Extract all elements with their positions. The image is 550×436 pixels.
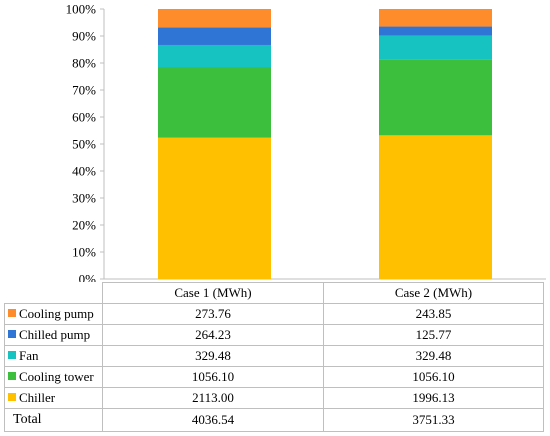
y-tick-label: 100% (66, 2, 97, 17)
column-header-case-1: Case 1 (MWh) (102, 282, 324, 304)
legend-entry-cooling-tower: Cooling tower (4, 366, 103, 388)
table-cell-chiller-case-1: 2113.00 (102, 387, 324, 409)
bar-segment-cooling-pump-case-2 (379, 9, 492, 27)
legend-label: Chiller (19, 390, 56, 405)
table-cell-cooling-pump-case-1: 273.76 (102, 303, 324, 325)
legend-key (8, 372, 16, 380)
legend-key (8, 330, 16, 338)
total-cell-case-1: 4036.54 (102, 408, 324, 432)
y-tick-label: 30% (72, 191, 96, 206)
column-header-case-2: Case 2 (MWh) (323, 282, 544, 304)
bar-segment-fan-case-1 (158, 44, 271, 68)
legend-key (8, 351, 16, 359)
table-cell-chiller-case-2: 1996.13 (323, 387, 544, 409)
stacked-bar-chart: 0% 10% 20% 30% 40% 50% 60% 70% 80% 90% 100% (66, 2, 546, 283)
bar-segment-chilled-pump-case-2 (379, 26, 492, 36)
legend-key (8, 393, 16, 401)
y-tick-label: 40% (72, 164, 96, 179)
bar-segment-cooling-pump-case-1 (158, 9, 271, 28)
y-tick-label: 90% (72, 29, 96, 44)
legend-entry-chilled-pump: Chilled pump (4, 324, 103, 346)
bar-segment-fan-case-2 (379, 35, 492, 60)
y-tick-label: 80% (72, 56, 96, 71)
legend-key (8, 309, 16, 317)
y-tick-label: 10% (72, 245, 96, 260)
bar-segment-chilled-pump-case-1 (158, 27, 271, 45)
bar-segment-chiller-case-2 (379, 135, 492, 279)
table-cell-chilled-pump-case-1: 264.23 (102, 324, 324, 346)
legend-entry-fan: Fan (4, 345, 103, 367)
table-corner (4, 282, 103, 304)
y-axis: 0% 10% 20% 30% 40% 50% 60% 70% 80% 90% 100% (66, 2, 546, 283)
table-row-chiller: Chiller 2113.00 1996.13 (4, 387, 544, 409)
legend-label: Fan (19, 348, 39, 363)
y-tick-label: 20% (72, 218, 96, 233)
table-row-cooling-pump: Cooling pump 273.76 243.85 (4, 303, 544, 325)
table-row-cooling-tower: Cooling tower 1056.10 1056.10 (4, 366, 544, 388)
table-cell-chilled-pump-case-2: 125.77 (323, 324, 544, 346)
bar-segment-chiller-case-1 (158, 137, 271, 279)
table-cell-cooling-tower-case-2: 1056.10 (323, 366, 544, 388)
bars (158, 9, 492, 279)
y-tick-label: 60% (72, 110, 96, 125)
table-row-fan: Fan 329.48 329.48 (4, 345, 544, 367)
total-cell-case-2: 3751.33 (323, 408, 544, 432)
y-tick-label: 0% (79, 272, 97, 283)
table-row-chilled-pump: Chilled pump 264.23 125.77 (4, 324, 544, 346)
table-header-row: Case 1 (MWh) Case 2 (MWh) (4, 282, 544, 304)
legend-label: Chilled pump (19, 327, 91, 342)
legend-entry-chiller: Chiller (4, 387, 103, 409)
bar-segment-cooling-tower-case-2 (379, 59, 492, 136)
y-tick-label: 50% (72, 137, 96, 152)
table-cell-cooling-pump-case-2: 243.85 (323, 303, 544, 325)
total-label: Total (4, 408, 103, 432)
table-cell-cooling-tower-case-1: 1056.10 (102, 366, 324, 388)
bar-segment-cooling-tower-case-1 (158, 67, 271, 138)
y-tick-label: 70% (72, 83, 96, 98)
table-cell-fan-case-2: 329.48 (323, 345, 544, 367)
table-cell-fan-case-1: 329.48 (102, 345, 324, 367)
data-table: Case 1 (MWh) Case 2 (MWh) Cooling pump 27… (4, 282, 544, 432)
legend-label: Cooling pump (19, 306, 94, 321)
legend-entry-cooling-pump: Cooling pump (4, 303, 103, 325)
table-row-total: Total 4036.54 3751.33 (4, 408, 544, 432)
legend-label: Cooling tower (19, 369, 94, 384)
